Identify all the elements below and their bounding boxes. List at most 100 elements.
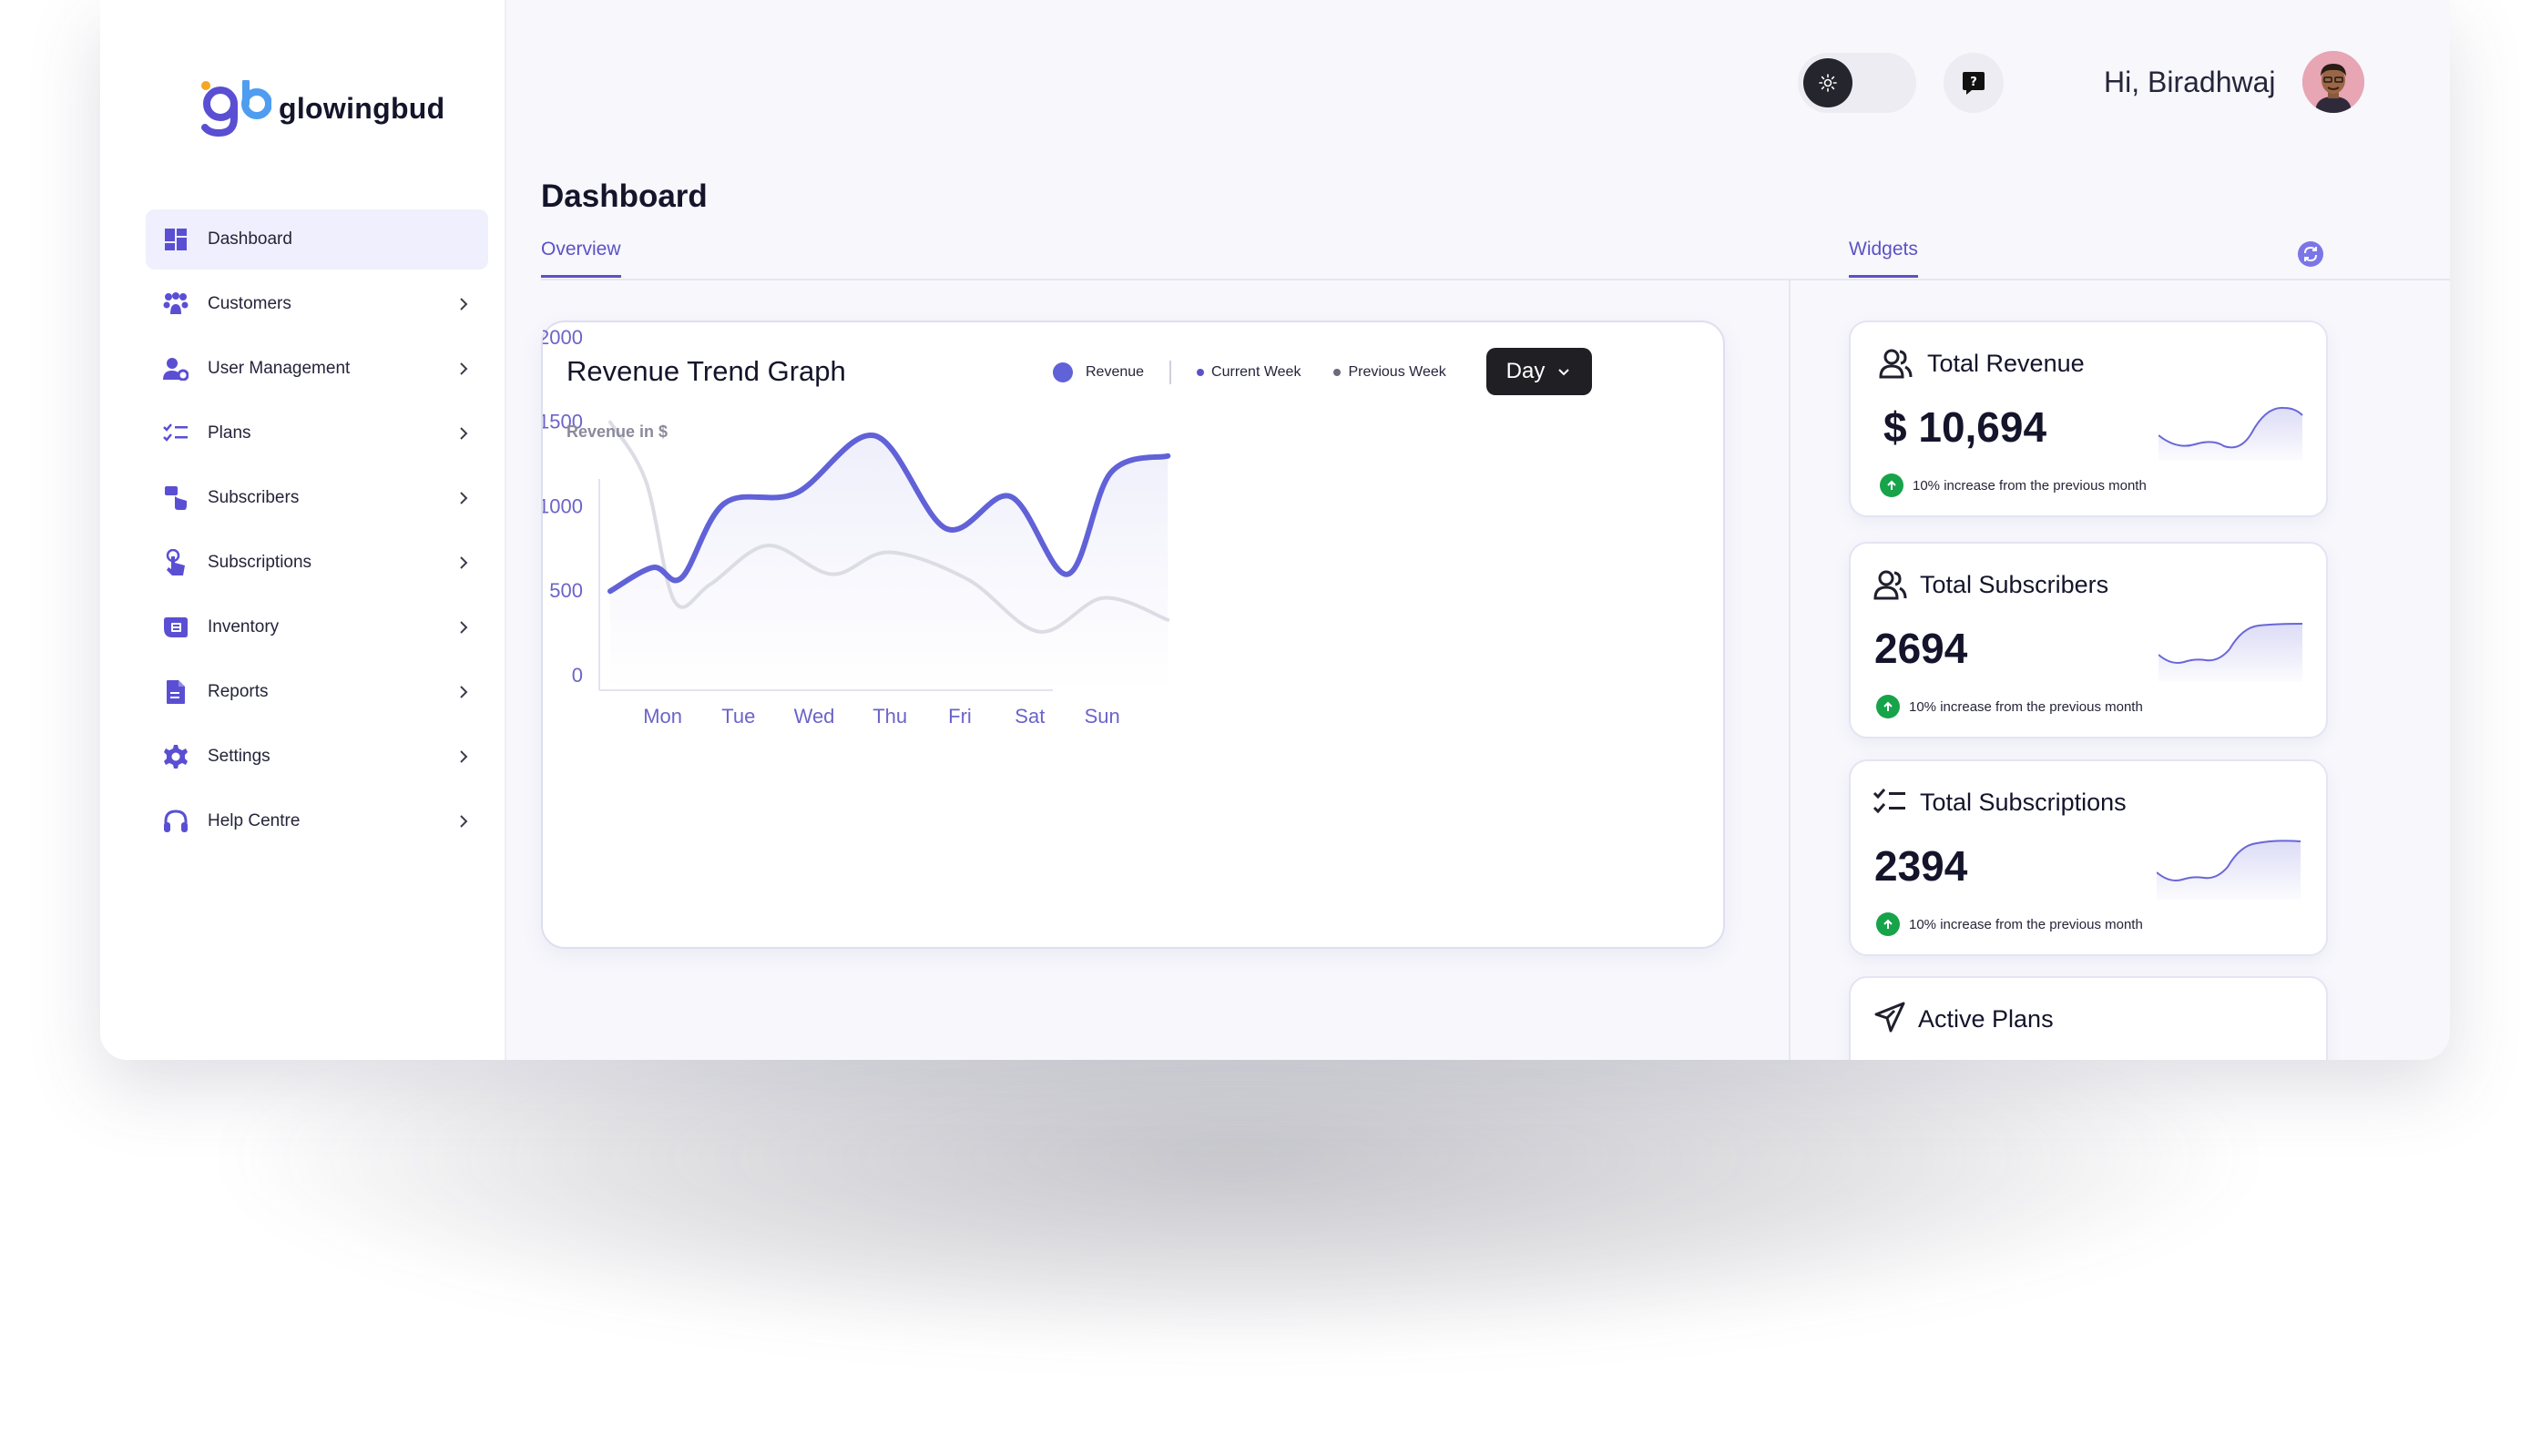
- sidebar-item-label: Subscriptions: [208, 553, 312, 572]
- widget-title: Total Subscriptions: [1920, 789, 2127, 816]
- x-tick-label: Sat: [1015, 705, 1045, 728]
- widget-trend-note: 10% increase from the previous month: [1876, 912, 2143, 936]
- sidebar-item-label: Reports: [208, 682, 269, 701]
- x-tick-label: Fri: [948, 705, 972, 728]
- sidebar-item-subscriptions[interactable]: Subscriptions: [146, 533, 488, 593]
- refresh-icon[interactable]: [2297, 240, 2324, 268]
- sidebar-item-label: Settings: [208, 747, 270, 766]
- inventory-icon: [162, 614, 189, 641]
- sidebar-item-plans[interactable]: Plans: [146, 403, 488, 463]
- sidebar-item-customers[interactable]: Customers: [146, 274, 488, 334]
- widget-trend-text: 10% increase from the previous month: [1909, 916, 2143, 932]
- headset-icon: [162, 808, 189, 835]
- checklist-icon: [1873, 789, 1905, 814]
- widget-title: Total Revenue: [1927, 350, 2085, 377]
- y-tick-label: 2000: [543, 326, 583, 349]
- series-line-revenue: [607, 433, 1171, 595]
- subscriptions-icon: [162, 549, 189, 576]
- widget-total-revenue[interactable]: Total Revenue $ 10,694 10% increase from…: [1849, 321, 2328, 517]
- x-tick-label: Thu: [873, 705, 907, 728]
- y-tick-label: 0: [572, 664, 583, 687]
- sidebar-item-settings[interactable]: Settings: [146, 727, 488, 787]
- sparkline-chart: [2157, 840, 2301, 900]
- widget-active-plans[interactable]: Active Plans: [1849, 976, 2328, 1060]
- help-chat-icon: ?: [1963, 72, 1985, 95]
- arrow-up-icon: [1880, 473, 1903, 497]
- help-button[interactable]: ?: [1944, 53, 2004, 113]
- legend-item-revenue[interactable]: Revenue: [1053, 362, 1144, 382]
- sparkline-chart: [2158, 623, 2303, 682]
- sidebar-item-user-management[interactable]: User Management: [146, 339, 488, 399]
- widget-value: 2394: [1874, 842, 1968, 890]
- legend-label: Previous Week: [1348, 364, 1446, 380]
- app-window: glowingbud Dashboard Customers Use: [100, 0, 2450, 1060]
- legend-dot-revenue: [1053, 362, 1073, 382]
- widget-total-subscribers[interactable]: Total Subscribers 2694 10% increase from…: [1849, 542, 2328, 738]
- sidebar-item-label: User Management: [208, 359, 351, 378]
- widget-title: Active Plans: [1918, 1005, 2054, 1033]
- tab-divider: [541, 279, 2450, 280]
- theme-toggle[interactable]: [1798, 53, 1916, 113]
- revenue-chart: 0 500 1000 1500 2000 Mon Tue Wed Thu Fri Sat Sun: [543, 326, 1171, 728]
- range-dropdown-label: Day: [1505, 359, 1546, 383]
- sidebar-item-label: Subscribers: [208, 488, 300, 507]
- page-title: Dashboard: [541, 178, 708, 214]
- widget-trend-note: 10% increase from the previous month: [1876, 695, 2143, 718]
- arrow-up-icon: [1876, 695, 1900, 718]
- sidebar-item-help-centre[interactable]: Help Centre: [146, 791, 488, 851]
- chart-y-axis-label: Revenue in $: [566, 423, 668, 441]
- chevron-right-icon: [460, 621, 468, 634]
- chevron-right-icon: [460, 556, 468, 569]
- widget-trend-text: 10% increase from the previous month: [1909, 698, 2143, 715]
- glowingbud-logo-icon: [201, 80, 271, 137]
- plans-icon: [162, 420, 189, 447]
- sidebar-item-label: Dashboard: [208, 229, 292, 249]
- range-dropdown[interactable]: Day: [1486, 348, 1592, 395]
- y-tick-label: 1000: [543, 494, 583, 517]
- reports-icon: [162, 678, 189, 706]
- panel-divider: [1789, 280, 1791, 1060]
- y-tick-label: 500: [549, 579, 583, 602]
- sidebar-item-label: Inventory: [208, 617, 280, 636]
- sun-icon: [1803, 58, 1852, 107]
- brand-logo[interactable]: glowingbud: [193, 80, 445, 137]
- sidebar-item-label: Plans: [208, 423, 251, 443]
- legend-item-current-week[interactable]: Current Week: [1197, 364, 1301, 381]
- widget-title: Total Subscribers: [1920, 571, 2109, 598]
- dashboard-icon: [162, 226, 189, 253]
- legend-item-previous-week[interactable]: Previous Week: [1333, 364, 1446, 381]
- sidebar-item-dashboard[interactable]: Dashboard: [146, 209, 488, 270]
- avatar[interactable]: [2302, 51, 2364, 113]
- sidebar-nav: Dashboard Customers User Management: [146, 209, 488, 856]
- revenue-chart-card: 0 500 1000 1500 2000 Mon Tue Wed Thu Fri Sat Sun Re…: [541, 321, 1725, 949]
- chevron-down-icon: [1558, 369, 1570, 376]
- chevron-right-icon: [460, 298, 468, 311]
- chevron-right-icon: [460, 362, 468, 375]
- x-tick-label: Mon: [643, 705, 682, 728]
- x-tick-label: Tue: [721, 705, 755, 728]
- chevron-right-icon: [460, 492, 468, 504]
- legend-divider: [1169, 361, 1172, 384]
- sidebar-item-reports[interactable]: Reports: [146, 662, 488, 722]
- widget-trend-note: 10% increase from the previous month: [1880, 473, 2147, 497]
- settings-icon: [162, 743, 189, 770]
- widget-value: 2694: [1874, 625, 1968, 672]
- chevron-right-icon: [460, 750, 468, 763]
- sidebar-item-label: Customers: [208, 294, 291, 313]
- legend-label: Current Week: [1211, 364, 1301, 380]
- x-tick-label: Wed: [794, 705, 835, 728]
- widget-total-subscriptions[interactable]: Total Subscriptions 2394 10% increase fr…: [1849, 759, 2328, 956]
- widget-trend-text: 10% increase from the previous month: [1913, 477, 2147, 494]
- legend-dot-previous-week: [1333, 369, 1342, 376]
- legend-dot-current-week: [1197, 369, 1205, 376]
- chevron-right-icon: [460, 427, 468, 440]
- widget-value: $ 10,694: [1883, 403, 2047, 451]
- sidebar-item-subscribers[interactable]: Subscribers: [146, 468, 488, 528]
- sidebar-item-inventory[interactable]: Inventory: [146, 597, 488, 657]
- chevron-right-icon: [460, 815, 468, 828]
- legend-label: Revenue: [1086, 364, 1145, 380]
- tab-widgets[interactable]: Widgets: [1849, 239, 1918, 278]
- svg-text:?: ?: [1970, 76, 1977, 89]
- tab-overview[interactable]: Overview: [541, 239, 621, 278]
- chart-legend: Revenue Current Week Previous Week: [1053, 361, 1446, 384]
